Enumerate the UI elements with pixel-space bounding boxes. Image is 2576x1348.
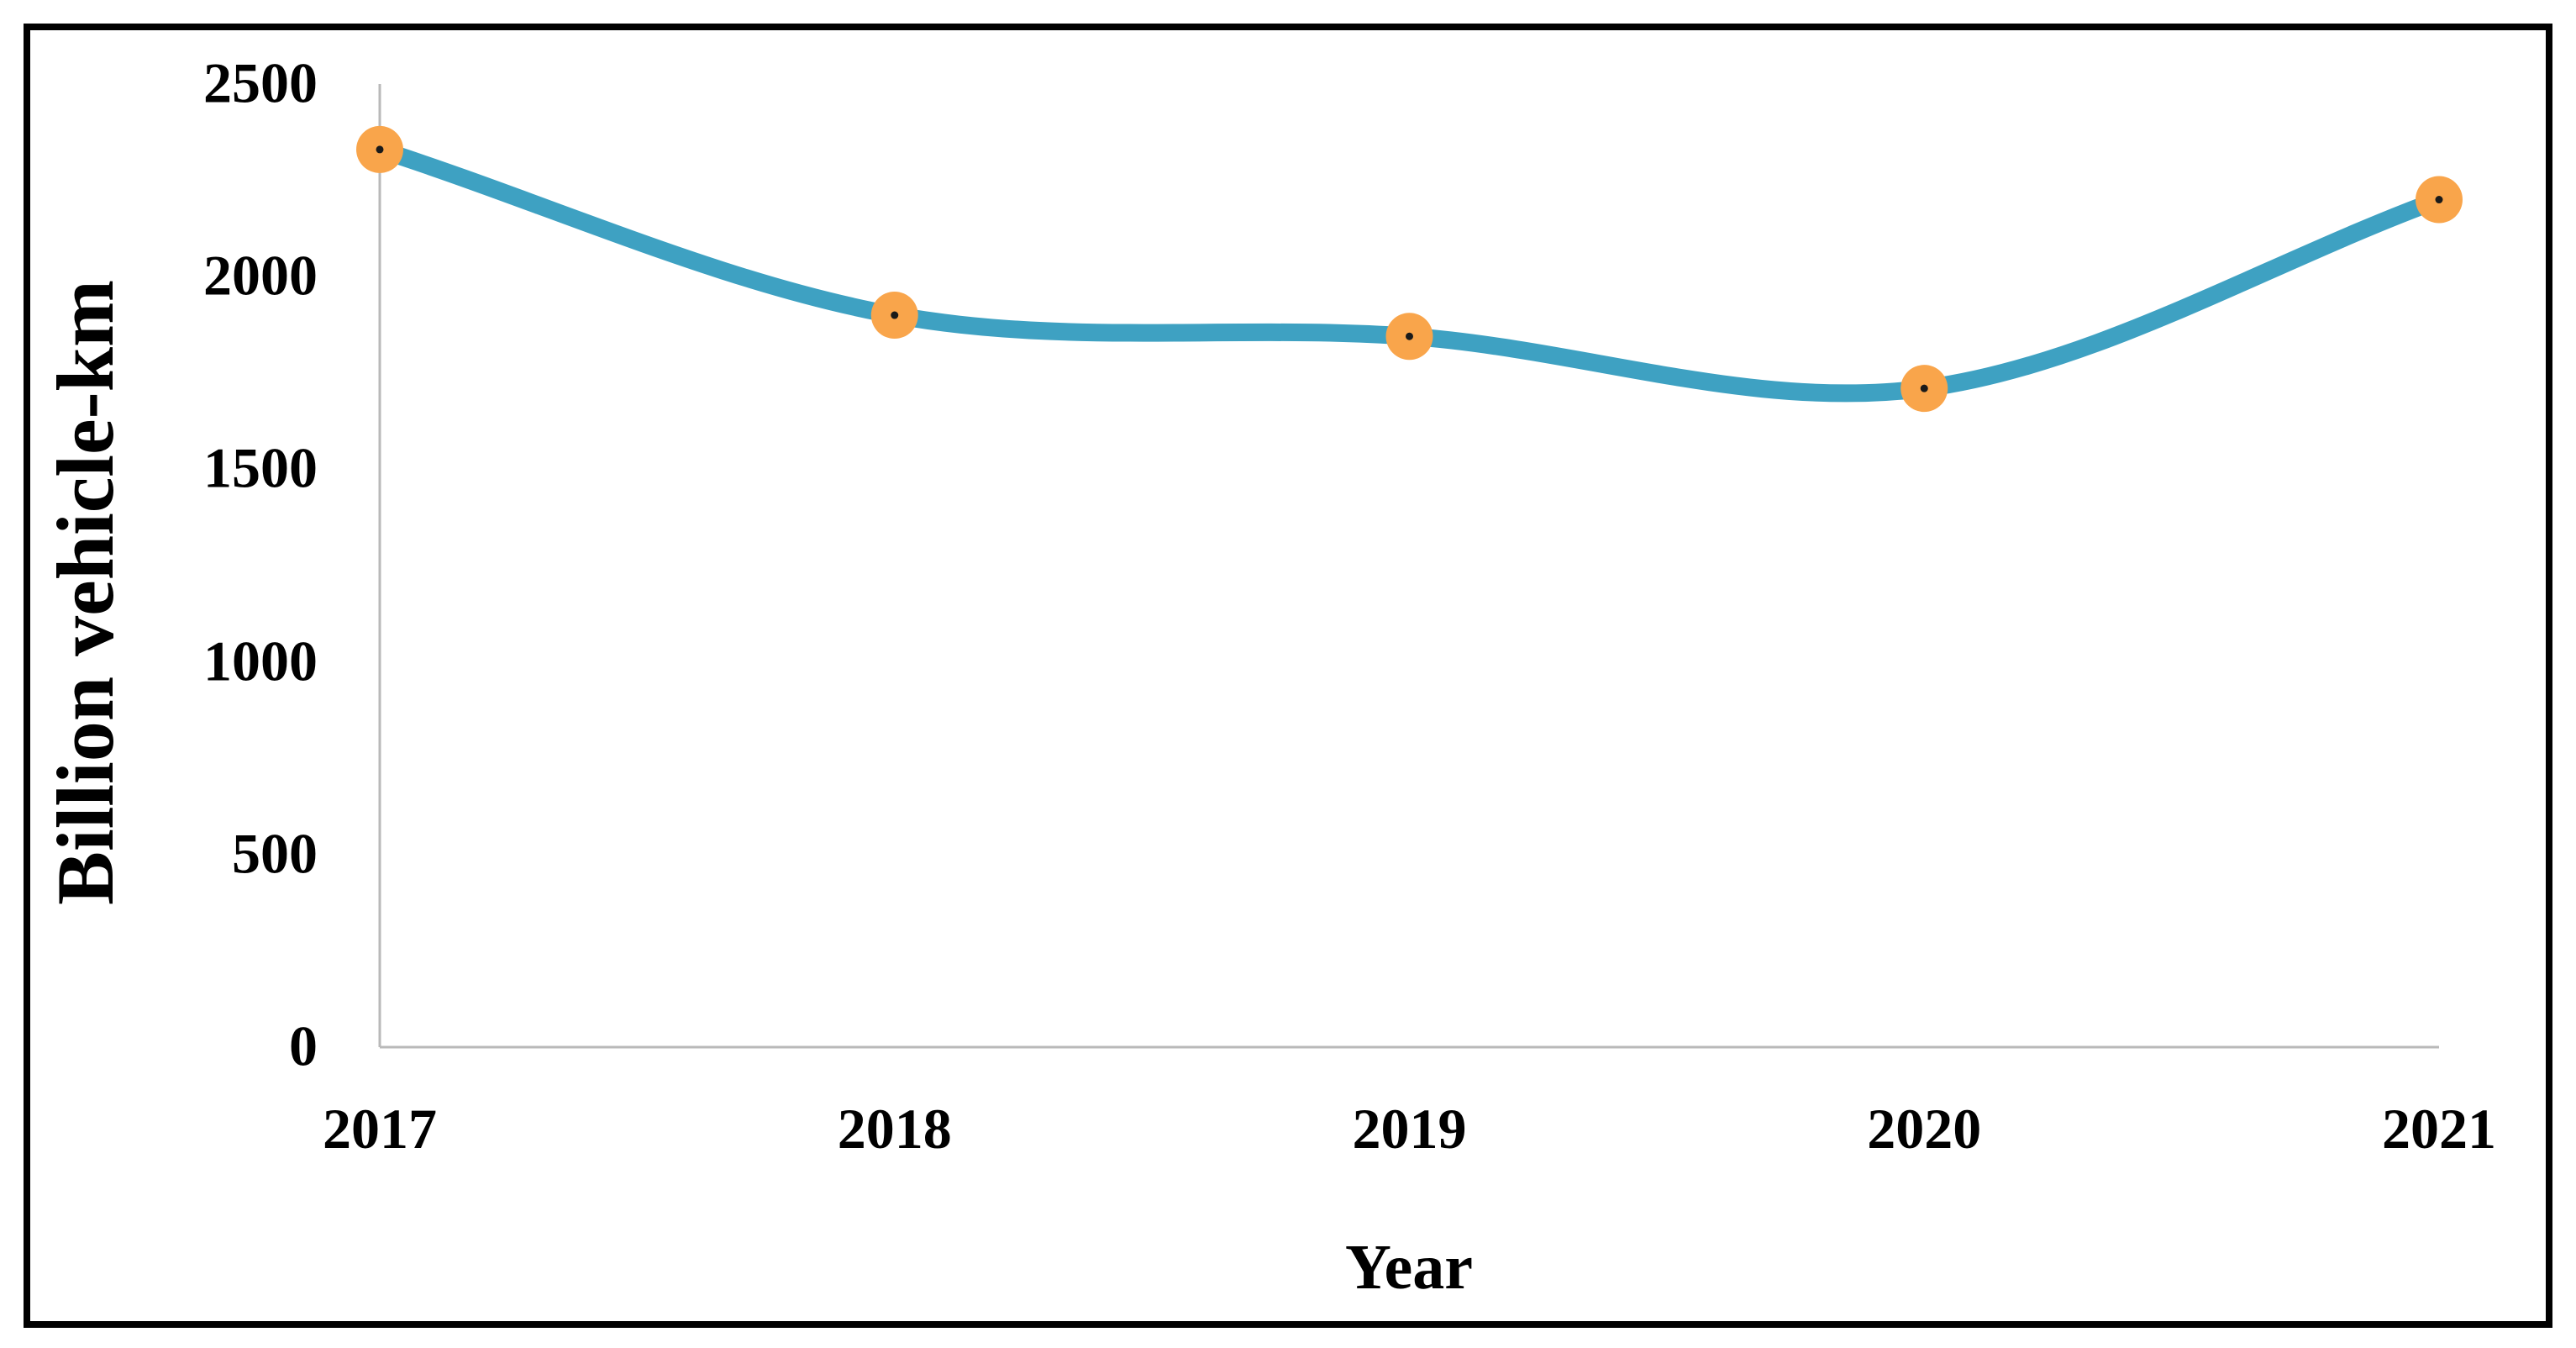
x-tick-label-2017: 2017 [323,1097,437,1161]
y-axis-title: Billion vehicle-km [40,280,130,905]
y-tick-label-1500: 1500 [203,436,318,501]
x-tick-label-2021: 2021 [2382,1097,2496,1161]
y-tick-label-2500: 2500 [203,50,318,115]
y-tick-label-2000: 2000 [203,243,318,308]
data-point-dot-2020 [1920,384,1928,392]
x-tick-label-2018: 2018 [837,1097,952,1161]
y-tick-label-1000: 1000 [203,629,318,693]
y-tick-label-0: 0 [289,1014,318,1078]
data-point-dot-2018 [891,311,899,319]
x-tick-label-2019: 2019 [1352,1097,1467,1161]
data-point-dot-2019 [1406,332,1413,340]
x-axis-title: Year [1345,1232,1473,1303]
data-point-dot-2021 [2435,196,2443,204]
data-point-dot-2017 [376,145,384,154]
y-tick-label-500: 500 [232,821,318,886]
x-tick-label-2020: 2020 [1867,1097,1982,1161]
figure-border [24,24,2552,1328]
